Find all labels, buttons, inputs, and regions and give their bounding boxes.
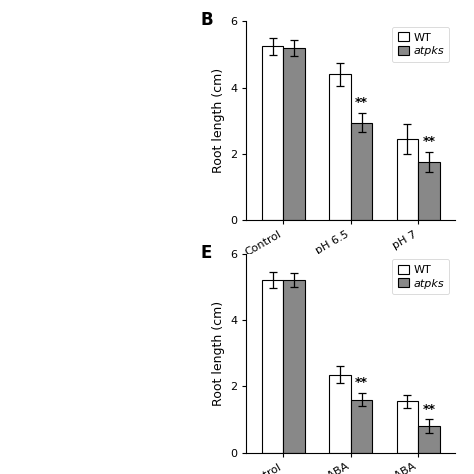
Bar (351, 123, 372, 220)
Bar (418, 163, 439, 220)
Y-axis label: Root length (cm): Root length (cm) (212, 68, 225, 173)
Bar (418, 426, 439, 453)
Y-axis label: Root length (cm): Root length (cm) (212, 301, 225, 406)
Text: B: B (201, 11, 213, 29)
Legend: WT, atpks: WT, atpks (392, 27, 449, 62)
Bar (283, 48, 305, 220)
Bar (283, 280, 305, 453)
Bar (329, 74, 351, 220)
Text: **: ** (422, 136, 435, 148)
Text: E: E (201, 244, 212, 262)
Bar (397, 139, 418, 220)
Bar (262, 280, 283, 453)
Legend: WT, atpks: WT, atpks (392, 259, 449, 294)
Bar (397, 401, 418, 453)
Bar (351, 400, 372, 453)
Text: **: ** (355, 376, 368, 389)
Text: **: ** (422, 402, 435, 416)
Bar (262, 46, 283, 220)
Bar (329, 375, 351, 453)
Text: **: ** (355, 96, 368, 109)
